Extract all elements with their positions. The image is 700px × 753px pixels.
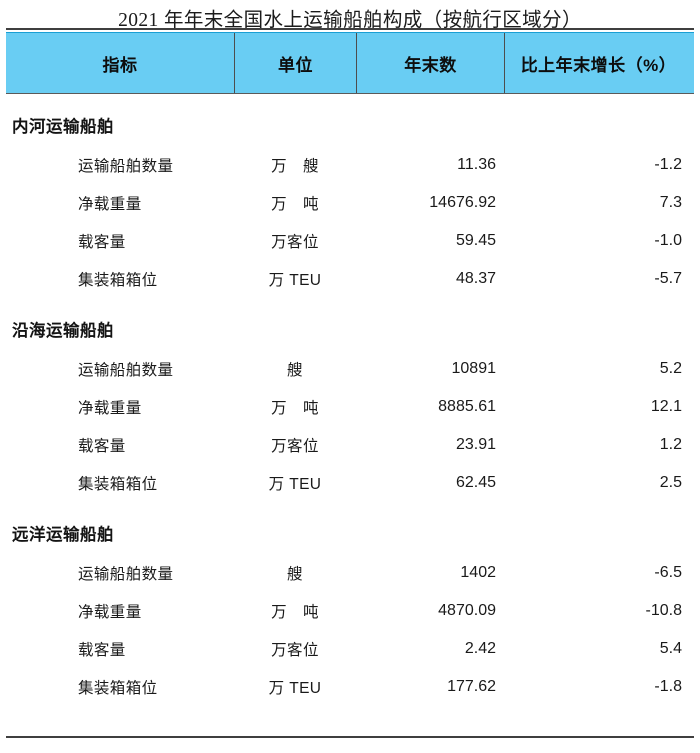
table-row: 集装箱箱位 万 TEU 48.37 -5.7 [6,260,694,298]
table-row: 载客量 万客位 2.42 5.4 [6,630,694,668]
row-value: 8885.61 [438,398,496,415]
table-row: 运输船舶数量 万 艘 11.36 -1.2 [6,146,694,184]
table-row: 净载重量 万 吨 8885.61 12.1 [6,388,694,426]
row-label: 净载重量 [78,400,142,417]
row-label: 集装箱箱位 [78,272,158,289]
row-growth: 5.4 [659,640,682,657]
table-header-row: 指标 单位 年末数 比上年末增长（%） [6,32,694,94]
row-growth: -10.8 [645,602,682,619]
row-value: 2.42 [464,640,496,657]
row-value: 62.45 [455,474,496,491]
table-row: 集装箱箱位 万 TEU 177.62 -1.8 [6,668,694,706]
row-unit: 艘 [287,566,303,583]
page-title: 2021 年年末全国水上运输船舶构成（按航行区域分） [118,10,582,31]
table-row: 净载重量 万 吨 4870.09 -10.8 [6,592,694,630]
column-header-growth-percent[interactable]: 比上年末增长（%） [504,33,692,93]
row-unit: 万客位 [271,234,319,251]
row-label: 运输船舶数量 [78,158,174,175]
table-row: 载客量 万客位 59.45 -1.0 [6,222,694,260]
row-growth: -1.0 [654,232,682,249]
table-bottom-rule [6,736,694,738]
row-growth: 1.2 [659,436,682,453]
column-header-year-end-value[interactable]: 年末数 [356,33,504,93]
row-growth: -1.8 [654,678,682,695]
row-label: 载客量 [78,642,126,659]
row-growth: 12.1 [650,398,682,415]
row-growth: 7.3 [659,194,682,211]
row-value: 59.45 [455,232,496,249]
row-label: 运输船舶数量 [78,362,174,379]
table-body: 内河运输船舶 运输船舶数量 万 艘 11.36 -1.2 净载重量 万 吨 14… [6,94,694,706]
table-row: 运输船舶数量 艘 10891 5.2 [6,350,694,388]
row-unit: 万 TEU [268,476,322,493]
row-growth: 2.5 [659,474,682,491]
row-value: 14676.92 [429,194,496,211]
row-label: 运输船舶数量 [78,566,174,583]
column-header-unit[interactable]: 单位 [234,33,356,93]
row-growth: -1.2 [654,156,682,173]
row-unit: 万 TEU [268,680,322,697]
row-unit: 万 吨 [271,196,319,213]
row-label: 载客量 [78,438,126,455]
row-unit: 万客位 [271,438,319,455]
row-unit: 万 艘 [271,158,319,175]
row-unit: 万客位 [271,642,319,659]
row-label: 集装箱箱位 [78,476,158,493]
row-value: 1402 [460,564,496,581]
table-row: 运输船舶数量 艘 1402 -6.5 [6,554,694,592]
group-title-coastal: 沿海运输船舶 [12,322,114,340]
row-value: 11.36 [457,156,496,173]
row-unit: 万 吨 [271,604,319,621]
row-growth: -5.7 [654,270,682,287]
row-unit: 万 吨 [271,400,319,417]
row-value: 177.62 [447,678,496,695]
row-growth: 5.2 [659,360,682,377]
row-value: 48.37 [455,270,496,287]
row-label: 集装箱箱位 [78,680,158,697]
row-value: 10891 [451,360,497,377]
row-unit: 艘 [287,362,303,379]
row-label: 净载重量 [78,196,142,213]
table-row: 载客量 万客位 23.91 1.2 [6,426,694,464]
table-row: 净载重量 万 吨 14676.92 7.3 [6,184,694,222]
row-value: 4870.09 [438,602,496,619]
column-header-indicator[interactable]: 指标 [102,55,138,75]
group-title-ocean: 远洋运输船舶 [12,526,114,544]
table-row: 集装箱箱位 万 TEU 62.45 2.5 [6,464,694,502]
row-value: 23.91 [455,436,496,453]
row-unit: 万 TEU [268,272,322,289]
row-growth: -6.5 [654,564,682,581]
row-label: 载客量 [78,234,126,251]
row-label: 净载重量 [78,604,142,621]
group-title-inland: 内河运输船舶 [12,118,114,136]
table-header: 指标 单位 年末数 比上年末增长（%） [6,28,694,94]
